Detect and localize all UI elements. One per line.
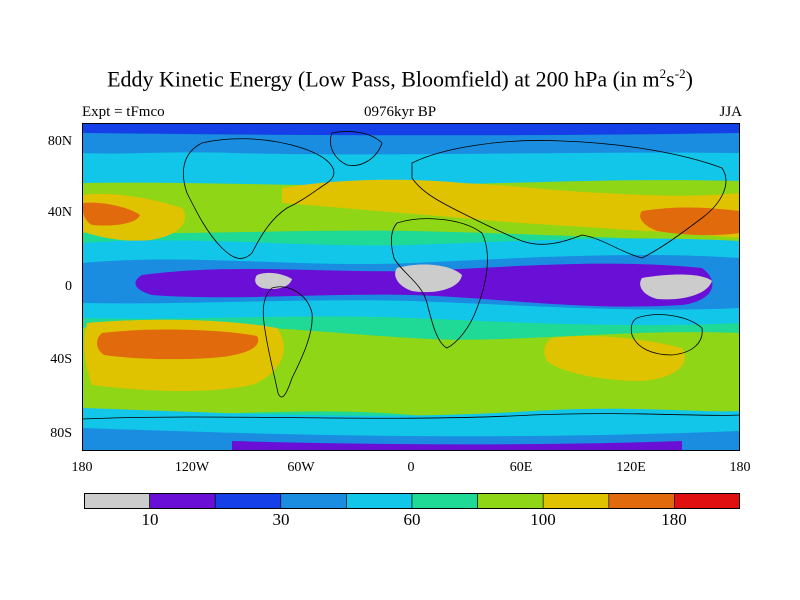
chart-title: Eddy Kinetic Energy (Low Pass, Bloomfiel… [107,66,693,92]
lon-label-120w: 120W [174,460,210,475]
field-jet-yellow-atlantic [282,179,740,238]
lat-label-equator: 0 [65,279,72,294]
field-min-maritime [640,274,712,300]
colorbar-swatch-1 [149,493,216,509]
lon-label-180w: 180 [71,460,93,475]
colorbar-swatch-7 [542,493,610,509]
colorbar-swatch-0 [84,493,150,509]
colorbar-swatch-5 [411,493,478,509]
colorbar-swatch-9 [674,493,740,509]
field-min-africa [395,264,462,293]
coast-antarctica [82,413,740,420]
lon-label-60w: 60W [287,460,315,475]
colorbar [84,493,740,509]
lon-label-60e: 60E [509,460,533,475]
field-patch-orange-south [97,329,259,360]
field-band-purple-antarctic [232,441,682,451]
colorbar-swatch-2 [214,493,282,509]
coast-australia [630,314,703,356]
season-label: JJA [719,104,742,120]
field-jet-orange-pacific-east [640,207,740,236]
experiment-label: Expt = tFmco [82,104,165,120]
lat-label-80s: 80S [50,426,72,441]
lat-label-40s: 40S [50,352,72,367]
colorbar-label-180: 180 [661,510,687,529]
coast-africa [390,218,488,349]
lat-label-80n: 80N [47,134,72,149]
eddy-kinetic-energy-map [82,123,740,451]
map-frame [82,123,740,451]
coastlines [82,131,740,420]
colorbar-label-100: 100 [530,510,556,529]
coast-north-america [182,138,335,259]
field-min-south-america [255,272,292,289]
coast-south-america [262,286,313,398]
field-band-purple-arctic [82,123,740,136]
colorbar-label-30: 30 [272,510,290,529]
lat-label-40n: 40N [47,205,72,220]
field-patch-yellow-indian [544,336,686,381]
coast-eurasia [411,140,727,259]
colorbar-label-60: 60 [403,510,421,529]
colorbar-label-10: 10 [141,510,159,529]
coast-greenland [330,131,383,166]
time-label: 0976kyr BP [363,104,437,120]
field-jet-orange-pacific-west [82,202,140,226]
colorbar-swatch-8 [608,493,675,509]
colorbar-swatch-6 [477,493,544,509]
lon-label-0: 0 [407,460,415,475]
colorbar-swatch-4 [346,493,413,509]
lon-label-180e: 180 [729,460,751,475]
lon-label-120e: 120E [616,460,646,475]
colorbar-swatch-3 [280,493,347,509]
